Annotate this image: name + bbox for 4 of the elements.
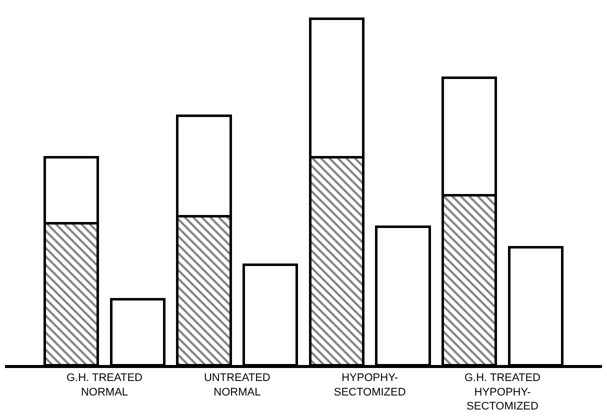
x-tick-label: UNTREATED NORMAL xyxy=(204,372,270,398)
x-tick-label: HYPOPHY- SECTOMIZED xyxy=(334,372,406,398)
x-tick-label: G.H. TREATED HYPOPHY- SECTOMIZED xyxy=(464,372,541,413)
x-tick-label: G.H. TREATED NORMAL xyxy=(66,372,143,398)
